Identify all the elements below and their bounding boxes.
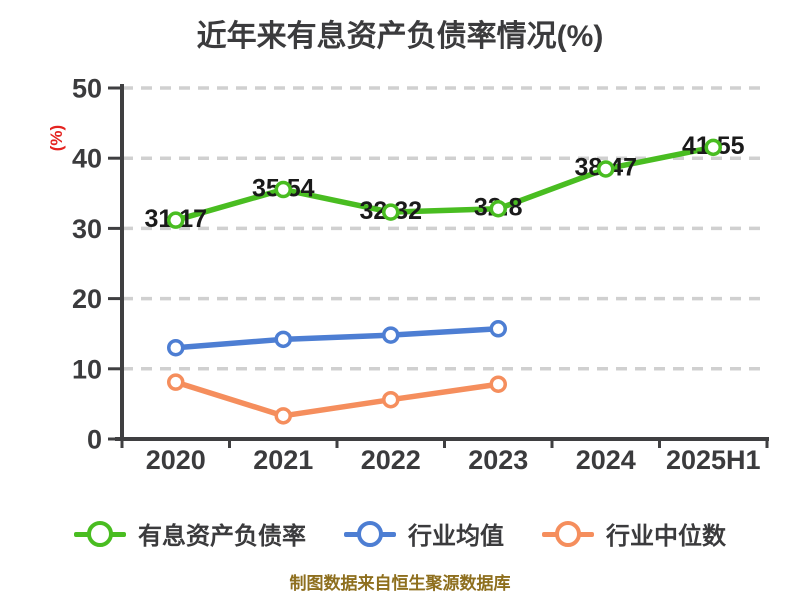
interest-bearing-debt-ratio-data-point xyxy=(167,211,185,229)
industry-median-data-point xyxy=(489,375,507,393)
legend-item-industry-median: 行业中位数 xyxy=(542,516,726,551)
legend-label: 行业均值 xyxy=(408,523,504,550)
industry-median-line xyxy=(173,379,501,419)
legend-item-industry-average: 行业均值 xyxy=(344,516,504,551)
industry-average-line xyxy=(173,326,501,351)
y-tick-label: 20 xyxy=(72,284,102,314)
x-tick-label: 2021 xyxy=(253,445,313,475)
interest-bearing-debt-ratio-data-point xyxy=(274,180,292,199)
legend-dot-icon xyxy=(87,520,113,547)
legend-dot-icon xyxy=(357,520,383,547)
x-tick-label: 2023 xyxy=(468,445,528,475)
interest-bearing-debt-ratio-data-point xyxy=(382,203,400,221)
industry-average-data-point xyxy=(274,330,292,349)
y-axis-unit-label: (%) xyxy=(47,125,66,151)
industry-average-data-point xyxy=(382,326,400,344)
industry-average-data-point xyxy=(167,338,185,357)
industry-median-data-point xyxy=(167,373,185,391)
y-tick-label: 10 xyxy=(72,354,102,384)
interest-bearing-debt-ratio-data-point xyxy=(489,199,507,218)
legend-orange-line-marker-icon xyxy=(542,520,594,547)
legend-green-line-marker-icon xyxy=(74,520,126,547)
interest-bearing-debt-ratio-line xyxy=(173,144,716,223)
y-tick-label: 50 xyxy=(72,73,102,103)
legend-blue-line-marker-icon xyxy=(344,520,396,547)
x-tick-label: 2020 xyxy=(146,445,206,475)
chart-title: 近年来有息资产负债率情况(%) xyxy=(196,20,604,53)
industry-median-data-point xyxy=(382,390,400,409)
legend-label: 有息资产负债率 xyxy=(138,523,306,550)
y-tick-label: 30 xyxy=(72,214,102,244)
x-tick-label: 2024 xyxy=(576,445,636,475)
industry-average-data-point xyxy=(489,320,507,338)
legend-item-interest-bearing-debt-ratio: 有息资产负债率 xyxy=(74,516,306,551)
x-tick-label: 2025H1 xyxy=(666,445,761,475)
x-tick-label: 2022 xyxy=(361,445,421,475)
interest-bearing-debt-ratio-data-point xyxy=(597,160,615,178)
interest-bearing-debt-ratio-data-point xyxy=(704,138,722,157)
legend-label: 行业中位数 xyxy=(606,523,726,550)
y-tick-label: 0 xyxy=(87,424,102,454)
data-source-note: 制图数据来自恒生聚源数据库 xyxy=(289,574,511,593)
y-tick-label: 40 xyxy=(72,144,102,174)
industry-median-data-point xyxy=(274,407,292,425)
legend-dot-icon xyxy=(555,520,581,547)
chart-legend: 有息资产负债率 行业均值 行业中位数 xyxy=(0,516,800,551)
